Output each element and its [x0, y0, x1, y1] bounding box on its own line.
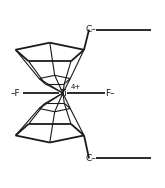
Text: 4+: 4+	[70, 84, 81, 90]
Text: –F: –F	[11, 89, 20, 98]
Text: F–: F–	[105, 89, 115, 98]
Text: C–: C–	[85, 154, 96, 163]
Text: C–: C–	[85, 25, 96, 34]
Text: Ti: Ti	[59, 89, 67, 98]
